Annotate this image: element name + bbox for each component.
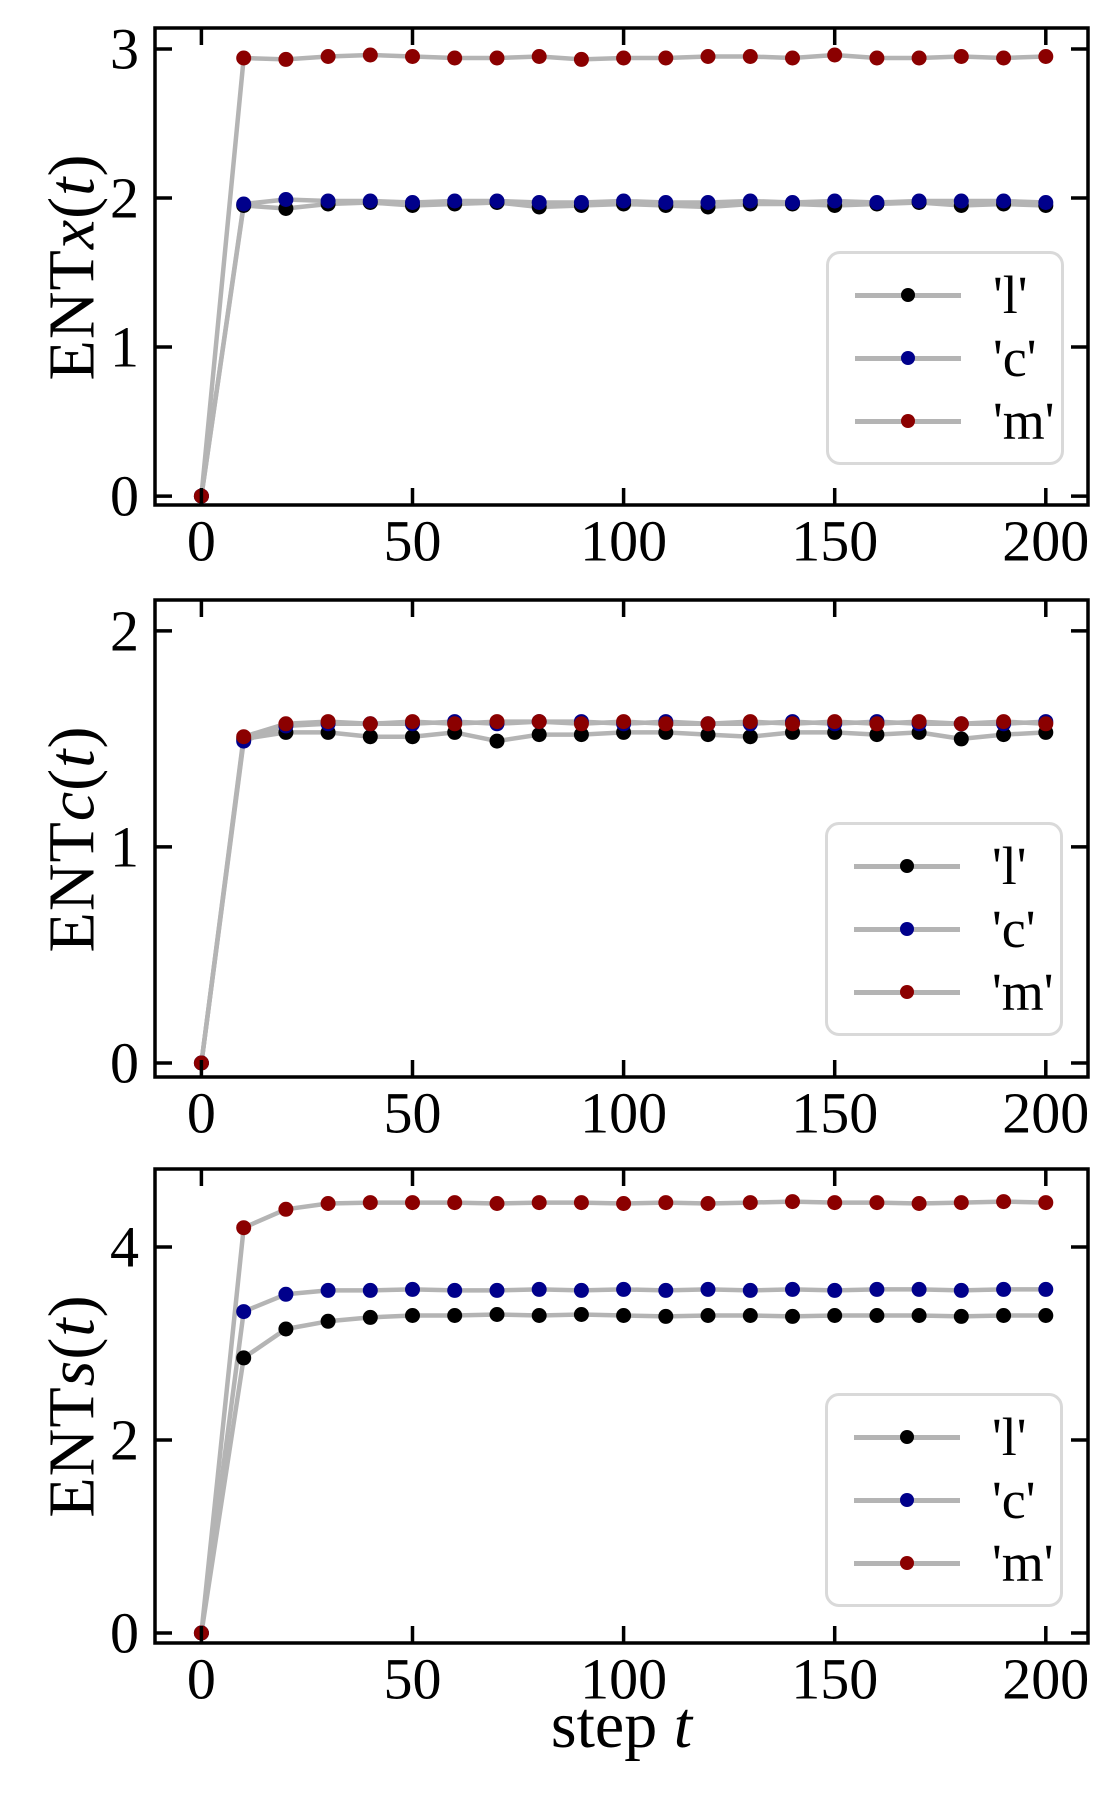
y-tick-label: 3 [110,17,139,82]
tick-labels: 0 50 100 150 200 0 1 2 [110,598,1089,1145]
legend-label: 'm' [992,961,1054,1022]
legend-label: 'l' [992,1407,1027,1468]
y-axis-label-entx: ENT x(t) [35,153,109,381]
x-tick-label: 50 [384,509,442,574]
legend-sample-line [855,288,961,303]
plot-ENTx(t): 0 50 100 150 200 0 1 2 3 [110,17,1090,574]
series-group [193,47,1054,504]
x-tick-label: 0 [187,1647,216,1712]
y-tick-label: 0 [110,464,139,529]
legend-marker-dot [901,413,915,428]
tick-labels: 0 50 100 150 200 0 1 2 3 [110,17,1089,574]
y-axis-label-entc: ENT c(t) [35,725,109,953]
x-tick-label: 200 [1002,1081,1089,1146]
legend-item-m: 'm' [828,965,1060,1019]
legend-item-c: 'c' [828,902,1060,956]
y-tick-label: 2 [110,1408,139,1473]
y-axis-label-roman: ENT [35,821,109,953]
series-l-markers [193,1307,1054,1641]
y-tick-label: 0 [110,1601,139,1666]
x-tick-label: 150 [791,1647,878,1712]
legend-marker-dot [900,1492,914,1507]
x-tick-label: 100 [580,509,667,574]
series-group [193,714,1054,1071]
x-axis-label: step t [550,1689,693,1762]
legend-marker-dot [900,1430,914,1445]
y-axis-label-variable: x [35,218,109,250]
y-axis-label-ents: ENT s(t) [35,1294,109,1518]
series-m-markers [193,47,1054,504]
legend-item-l: 'l' [828,839,1060,893]
y-axis-label-roman: ENT [35,249,109,381]
legend-sample-line [855,350,961,365]
x-tick-label: 200 [1002,509,1089,574]
y-axis-label-variable: s [35,1359,109,1387]
x-tick-label: 150 [791,1081,878,1146]
legend-item-m: 'm' [829,394,1061,448]
legend-plot-1: 'l''c''m' [825,822,1063,1036]
legend-label: 'm' [993,390,1055,451]
legend-marker-dot [901,288,915,303]
y-tick-label: 2 [110,166,139,231]
y-tick-label: 0 [110,1031,139,1096]
legend-marker-dot [900,921,914,936]
legend-marker-dot [900,859,914,874]
legend-label: 'l' [993,265,1028,326]
axes-spines [153,1167,1090,1645]
legend-plot-0: 'l''c''m' [826,251,1064,465]
series-m-markers [193,1194,1054,1641]
legend-marker-dot [901,350,915,365]
plot-ENTs(t): 0 50 100 150 200 0 2 4 [110,1167,1090,1712]
legend-label: 'm' [992,1532,1054,1593]
legend-marker-dot [900,1555,914,1570]
legend-sample-line [854,1430,960,1445]
legend-label: 'c' [992,898,1036,959]
legend-plot-2: 'l''c''m' [825,1393,1063,1607]
x-tick-label: 0 [187,509,216,574]
tick-marks [155,600,1088,1077]
legend-label: 'l' [992,836,1027,897]
y-tick-label: 4 [110,1215,139,1280]
legend-label: 'c' [993,327,1037,388]
legend-sample-line [855,413,961,428]
y-axis-label-variable: c [35,790,109,822]
legend-item-c: 'c' [829,331,1061,385]
x-tick-label: 200 [1002,1647,1089,1712]
series-m-markers [193,714,1054,1071]
legend-sample-line [854,1555,960,1570]
legend-item-c: 'c' [828,1473,1060,1527]
y-axis-label-roman: ENT [35,1386,109,1518]
x-tick-label: 100 [580,1647,667,1712]
y-tick-label: 1 [110,814,139,879]
x-tick-label: 0 [187,1081,216,1146]
legend-sample-line [854,984,960,999]
legend-sample-line [854,1492,960,1507]
x-tick-label: 150 [791,509,878,574]
legend-item-l: 'l' [829,268,1061,322]
tick-marks [155,28,1088,505]
tick-labels: 0 50 100 150 200 0 2 4 [110,1215,1089,1712]
tick-marks [155,1169,1088,1643]
x-tick-label: 50 [384,1081,442,1146]
legend-item-m: 'm' [828,1536,1060,1590]
legend-label: 'c' [992,1469,1036,1530]
axes-spines [153,598,1090,1079]
x-tick-label: 100 [580,1081,667,1146]
legend-marker-dot [900,984,914,999]
axes-spines [153,26,1090,507]
x-tick-label: 50 [384,1647,442,1712]
legend-item-l: 'l' [828,1410,1060,1464]
y-tick-label: 1 [110,315,139,380]
legend-sample-line [854,859,960,874]
plot-ENTc(t): 0 50 100 150 200 0 1 2 [110,598,1090,1146]
legend-sample-line [854,921,960,936]
y-tick-label: 2 [110,598,139,663]
series-group [193,1194,1054,1641]
